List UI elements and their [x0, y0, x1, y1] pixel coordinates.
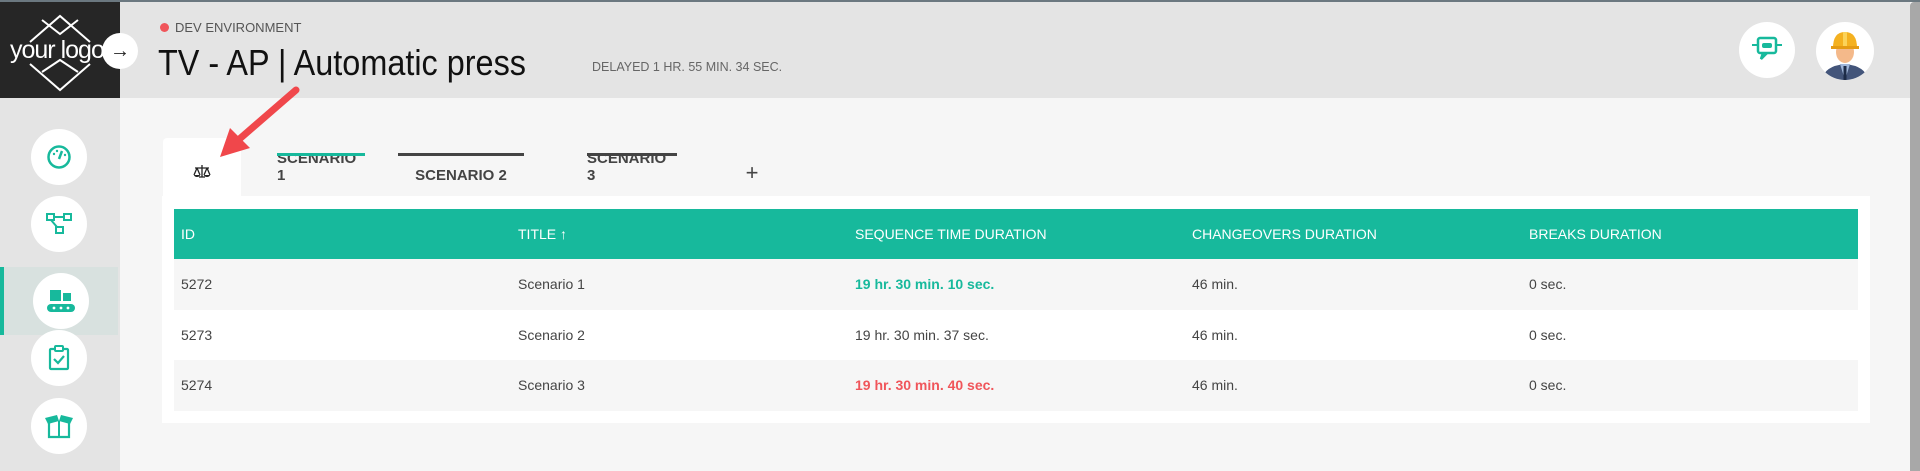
header: DEV ENVIRONMENT TV - AP | Automatic pres… — [120, 2, 1910, 98]
tab-compare[interactable] — [163, 138, 241, 198]
cell-title: Scenario 3 — [511, 360, 848, 411]
sidebar-item-production[interactable] — [0, 267, 118, 335]
status-dot-icon — [160, 23, 169, 32]
tab-label: SCENARIO 2 — [415, 167, 507, 184]
cell-id: 5272 — [174, 259, 511, 310]
table-row[interactable]: 5274 Scenario 3 19 hr. 30 min. 40 sec. 4… — [174, 360, 1858, 411]
sidebar-item-tasks[interactable] — [0, 324, 118, 392]
balance-scale-icon — [193, 165, 211, 178]
scenario-table: ID TITLE ↑ SEQUENCE TIME DURATION CHANGE… — [174, 209, 1858, 411]
logo: your logo — [0, 2, 120, 98]
user-avatar[interactable] — [1816, 22, 1874, 80]
sidebar-item-packaging[interactable] — [0, 392, 118, 460]
tab-scenario-2[interactable]: SCENARIO 2 — [398, 138, 524, 198]
cell-breaks: 0 sec. — [1522, 259, 1858, 310]
delay-status: DELAYED 1 HR. 55 MIN. 34 SEC. — [592, 60, 783, 74]
expand-sidebar-button[interactable]: → — [102, 33, 138, 69]
cell-title: Scenario 2 — [518, 326, 585, 343]
cell-sequence-time-best: 19 hr. 30 min. 10 sec. — [848, 259, 1185, 310]
chatbot-icon — [1752, 36, 1782, 60]
chatbot-button[interactable] — [1739, 22, 1795, 78]
header-label: BREAKS DURATION — [1529, 226, 1662, 242]
sidebar-item-flow[interactable] — [0, 190, 118, 258]
cell-title: Scenario 1 — [511, 259, 848, 310]
scenario-table-card: ID TITLE ↑ SEQUENCE TIME DURATION CHANGE… — [162, 196, 1870, 423]
header-label: ID — [181, 226, 195, 242]
clipboard-check-icon — [48, 345, 70, 371]
sidebar — [0, 98, 120, 471]
window-top-border — [0, 0, 1920, 2]
header-label: TITLE — [518, 226, 557, 242]
cell-changeovers: 46 min. — [1185, 259, 1522, 310]
header-label: CHANGEOVERS DURATION — [1192, 226, 1377, 242]
cell-sequence-time-worst: 19 hr. 30 min. 40 sec. — [848, 360, 1185, 411]
tab-scenario-3[interactable]: SCENARIO 3 — [587, 138, 677, 198]
cell-breaks: 0 sec. — [1529, 326, 1567, 343]
environment-indicator: DEV ENVIRONMENT — [160, 20, 301, 35]
tab-scenario-1[interactable]: SCENARIO 1 — [277, 138, 365, 198]
vertical-scrollbar[interactable] — [1910, 2, 1920, 471]
sidebar-item-dashboard[interactable] — [0, 123, 118, 191]
cell-id: 5274 — [174, 360, 511, 411]
sort-ascending-icon: ↑ — [560, 226, 568, 242]
column-header-sequence-time[interactable]: SEQUENCE TIME DURATION — [848, 209, 1185, 259]
environment-label: DEV ENVIRONMENT — [175, 20, 302, 35]
scenario-tabs: SCENARIO 1 SCENARIO 2 SCENARIO 3 + — [162, 138, 862, 198]
column-header-breaks[interactable]: BREAKS DURATION — [1522, 209, 1858, 259]
cell-sequence-time: 19 hr. 30 min. 37 sec. — [855, 326, 989, 343]
table-row[interactable]: 5272 Scenario 1 19 hr. 30 min. 10 sec. 4… — [174, 259, 1858, 310]
box-open-icon — [45, 415, 73, 439]
cell-changeovers: 46 min. — [1185, 360, 1522, 411]
gauge-icon — [47, 145, 71, 169]
worker-avatar-icon — [1822, 32, 1868, 80]
conveyor-icon — [47, 290, 75, 312]
cell-changeovers: 46 min. — [1192, 326, 1238, 343]
add-scenario-button[interactable]: + — [742, 138, 762, 198]
column-header-title[interactable]: TITLE ↑ — [511, 209, 848, 259]
table-row[interactable]: 5273 Scenario 2 19 hr. 30 min. 37 sec. 4… — [174, 310, 1858, 361]
cell-breaks: 0 sec. — [1522, 360, 1858, 411]
logo-text: your logo — [10, 36, 105, 64]
plus-icon: + — [745, 160, 759, 185]
arrow-right-icon: → — [110, 39, 130, 62]
column-header-id[interactable]: ID — [174, 209, 511, 259]
cell-id: 5273 — [181, 326, 213, 343]
flow-icon — [46, 213, 72, 234]
column-header-changeovers[interactable]: CHANGEOVERS DURATION — [1185, 209, 1522, 259]
page-title: TV - AP | Automatic press — [158, 42, 526, 83]
header-label: SEQUENCE TIME DURATION — [855, 226, 1047, 242]
logo-shape-icon — [29, 14, 91, 92]
